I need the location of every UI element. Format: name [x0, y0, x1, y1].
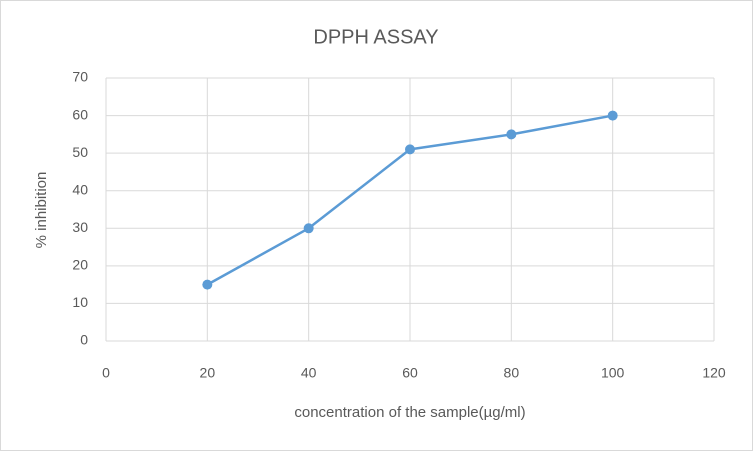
- y-tick-label: 70: [72, 69, 88, 85]
- marker: [202, 279, 213, 290]
- y-tick-label: 20: [72, 257, 88, 273]
- x-tick-label: 120: [702, 365, 726, 381]
- y-tick-label: 30: [72, 219, 88, 235]
- marker: [405, 144, 415, 155]
- x-tick-label: 100: [601, 365, 625, 381]
- x-tick-label: 60: [402, 365, 418, 381]
- y-axis-label: % inhibition: [33, 172, 50, 249]
- marker: [607, 110, 618, 121]
- x-tick-label: 40: [301, 365, 317, 381]
- marker: [506, 129, 517, 140]
- y-tick-label: 10: [72, 294, 88, 310]
- x-tick-label: 0: [102, 365, 110, 381]
- marker: [303, 223, 314, 234]
- y-tick-label: 50: [72, 144, 88, 160]
- x-tick-label: 20: [200, 365, 216, 381]
- x-tick-label: 80: [504, 365, 520, 381]
- x-axis-label: concentration of the sample(µg/ml): [294, 404, 525, 421]
- y-tick-label: 60: [72, 106, 88, 122]
- y-tick-label: 0: [80, 332, 88, 348]
- chart-title: DPPH ASSAY: [313, 26, 438, 48]
- y-tick-label: 40: [72, 181, 88, 197]
